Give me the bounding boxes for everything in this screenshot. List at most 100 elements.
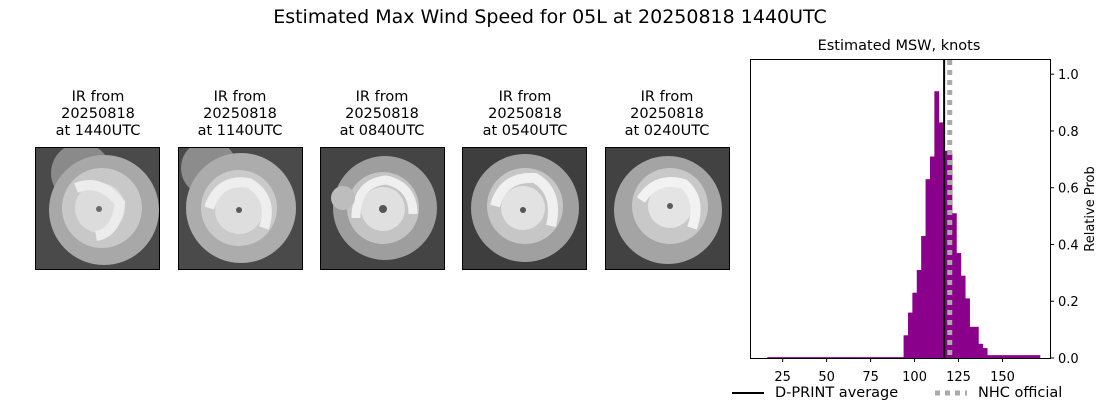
histogram-bar — [969, 326, 975, 358]
histogram-bar — [868, 357, 874, 358]
histogram-bar — [943, 150, 948, 358]
histogram-bar — [776, 357, 781, 358]
histogram-bar — [872, 357, 878, 358]
ir-panel-3-line3: at 0840UTC — [339, 123, 425, 139]
histogram-bar — [1035, 355, 1041, 358]
ir-panel-1-line3: at 1440UTC — [55, 123, 141, 139]
histogram-bar — [828, 357, 834, 358]
histogram-bars — [767, 91, 1041, 358]
histogram-bar — [982, 348, 988, 358]
histogram-bar — [885, 357, 891, 358]
histogram-bar — [995, 355, 1001, 358]
ir-panel-3-title: IR from 20250818 at 0840UTC — [317, 89, 447, 140]
histogram-bar — [899, 357, 904, 358]
histogram-bar — [789, 357, 795, 358]
histogram-bar — [855, 357, 861, 358]
histogram-bar — [987, 355, 992, 358]
histogram-bar — [842, 357, 847, 358]
x-tick-label: 25 — [774, 370, 791, 385]
histogram-bar — [1022, 355, 1028, 358]
ir-panel-2-line2: 20250818 — [203, 106, 277, 122]
histogram-bar — [850, 357, 856, 358]
histogram-bar — [934, 91, 940, 358]
y-axis-label: Relative Prob — [1083, 166, 1098, 251]
histogram-bar — [793, 357, 799, 358]
histogram-bar — [1026, 355, 1032, 358]
y-tick-label: 0.4 — [1058, 238, 1079, 253]
histogram-bar — [815, 357, 821, 358]
x-tick-label: 150 — [990, 370, 1015, 385]
y-tick-label: 0.2 — [1058, 295, 1079, 310]
plot-frame — [750, 59, 1051, 359]
ir-panel-3-line1: IR from — [355, 89, 409, 105]
histogram-bar — [965, 298, 970, 358]
ir-panel-2-line1: IR from — [213, 89, 267, 105]
histogram-bar — [1017, 355, 1023, 358]
ir-satellite-image-3 — [320, 147, 445, 270]
histogram-bar — [811, 357, 817, 358]
x-tick-label: 75 — [862, 370, 879, 385]
histogram-bar — [921, 235, 926, 358]
ir-panel-4-title: IR from 20250818 at 0540UTC — [460, 89, 590, 140]
histogram-bar — [938, 122, 944, 358]
ir-satellite-image-2 — [178, 147, 303, 270]
chart-title: Estimated MSW, knots — [818, 38, 981, 54]
ir-panel-1-line1: IR from — [71, 89, 125, 105]
ir-satellite-image-4 — [462, 147, 587, 270]
ir-panel-2-title: IR from 20250818 at 1140UTC — [175, 89, 305, 140]
ir-panel-5-line1: IR from — [640, 89, 694, 105]
histogram-bar — [1000, 355, 1006, 358]
ir-panel-3-line2: 20250818 — [345, 106, 419, 122]
histogram-bar — [991, 355, 997, 358]
y-tick-label: 0.0 — [1058, 352, 1079, 367]
ir-panel-5-line2: 20250818 — [630, 106, 704, 122]
legend-dprint-label: D-PRINT average — [775, 385, 899, 401]
legend-dprint-swatch — [732, 392, 764, 394]
histogram-bar — [859, 357, 865, 358]
ir-panel-5-title: IR from 20250818 at 0240UTC — [602, 89, 732, 140]
ir-satellite-image-1 — [35, 147, 160, 270]
histogram-bar — [1013, 355, 1019, 358]
y-tick-label: 0.8 — [1058, 125, 1079, 140]
histogram-bar — [978, 343, 984, 358]
histogram-bar — [846, 357, 852, 358]
histogram-bar — [802, 357, 808, 358]
histogram-bar — [890, 357, 896, 358]
legend-item-dprint: D-PRINT average — [731, 385, 898, 401]
legend-item-nhc: NHC official — [934, 385, 1062, 401]
histogram-bar — [771, 357, 777, 358]
histogram-bar — [912, 292, 918, 358]
histogram-bar — [894, 357, 900, 358]
histogram-bar — [864, 357, 869, 358]
histogram-bar — [780, 357, 786, 358]
histogram-bar — [947, 153, 953, 358]
histogram-bar — [806, 357, 812, 358]
figure-title: Estimated Max Wind Speed for 05L at 2025… — [273, 6, 827, 28]
histogram-bar — [956, 252, 962, 358]
histogram-bar — [881, 357, 887, 358]
ir-satellite-image-5 — [605, 147, 730, 270]
histogram-bar — [916, 270, 922, 358]
histogram-bar — [929, 156, 935, 358]
histogram-bar — [925, 179, 931, 358]
ir-panel-4-line1: IR from — [498, 89, 552, 105]
ir-panel-4-line3: at 0540UTC — [482, 123, 568, 139]
histogram-bar — [1009, 355, 1014, 358]
x-tick-label: 125 — [946, 370, 971, 385]
histogram-bar — [903, 335, 909, 358]
histogram-bar — [973, 326, 979, 358]
histogram-bar — [877, 357, 882, 358]
ir-panel-1-line2: 20250818 — [61, 106, 135, 122]
y-tick-label: 1.0 — [1058, 68, 1079, 83]
histogram-bar — [767, 357, 773, 358]
ir-panel-4-line2: 20250818 — [488, 106, 562, 122]
histogram-bar — [1031, 355, 1036, 358]
histogram-bar — [951, 213, 957, 358]
x-tick-label: 50 — [818, 370, 835, 385]
x-tick-label: 100 — [902, 370, 927, 385]
histogram-bar — [798, 357, 803, 358]
ir-panel-1-title: IR from 20250818 at 1440UTC — [33, 89, 163, 140]
ir-panel-5-line3: at 0240UTC — [624, 123, 710, 139]
legend-nhc-swatch — [935, 390, 967, 396]
